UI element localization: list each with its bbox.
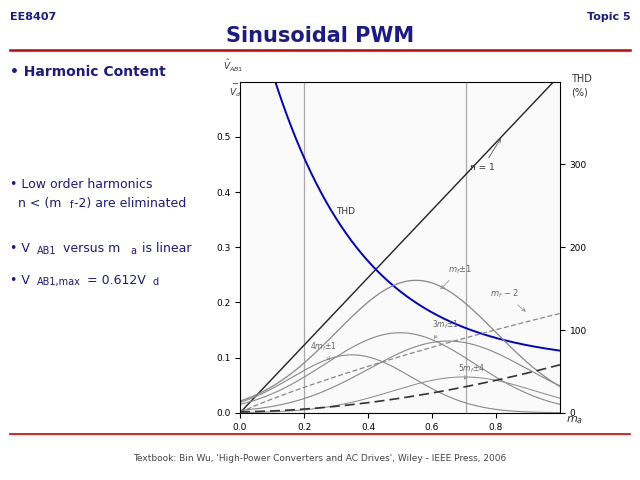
Text: $3m_f$±1: $3m_f$±1 <box>432 318 459 338</box>
Text: a: a <box>130 246 136 256</box>
Text: = 0.612V: = 0.612V <box>83 274 146 287</box>
Text: Sinusoidal PWM: Sinusoidal PWM <box>226 26 414 47</box>
Text: is linear: is linear <box>134 242 192 255</box>
Text: ─: ─ <box>232 78 237 87</box>
Text: • V: • V <box>10 242 29 255</box>
Text: AB1,max: AB1,max <box>36 277 81 287</box>
Text: n = 1: n = 1 <box>470 139 500 172</box>
Text: $m_a$: $m_a$ <box>566 414 584 426</box>
Text: (%): (%) <box>572 87 588 97</box>
Text: Textbook: Bin Wu, 'High-Power Converters and AC Drives', Wiley - IEEE Press, 200: Textbook: Bin Wu, 'High-Power Converters… <box>133 454 507 463</box>
Text: Topic 5: Topic 5 <box>587 12 630 22</box>
Text: EE8407: EE8407 <box>10 12 56 22</box>
Text: -2) are eliminated: -2) are eliminated <box>74 197 186 210</box>
Text: $m_f$±1: $m_f$±1 <box>441 263 472 289</box>
Text: $m_f$ − 2: $m_f$ − 2 <box>490 288 525 311</box>
Text: versus m: versus m <box>59 242 120 255</box>
Text: AB1: AB1 <box>36 246 56 256</box>
Text: THD: THD <box>336 207 355 216</box>
Text: $5m_f$±4: $5m_f$±4 <box>458 362 484 379</box>
Text: n < (m: n < (m <box>18 197 61 210</box>
Text: $4m_f$±1: $4m_f$±1 <box>310 340 337 360</box>
Text: f: f <box>70 200 73 210</box>
Text: d: d <box>152 277 159 287</box>
Text: • Harmonic Content: • Harmonic Content <box>10 65 165 79</box>
Text: $V_d$: $V_d$ <box>229 86 242 99</box>
Text: • V: • V <box>10 274 29 287</box>
Text: THD: THD <box>572 74 593 84</box>
Text: • Low order harmonics: • Low order harmonics <box>10 178 152 191</box>
Text: $\hat{V}_{AB1}$: $\hat{V}_{AB1}$ <box>223 58 244 74</box>
